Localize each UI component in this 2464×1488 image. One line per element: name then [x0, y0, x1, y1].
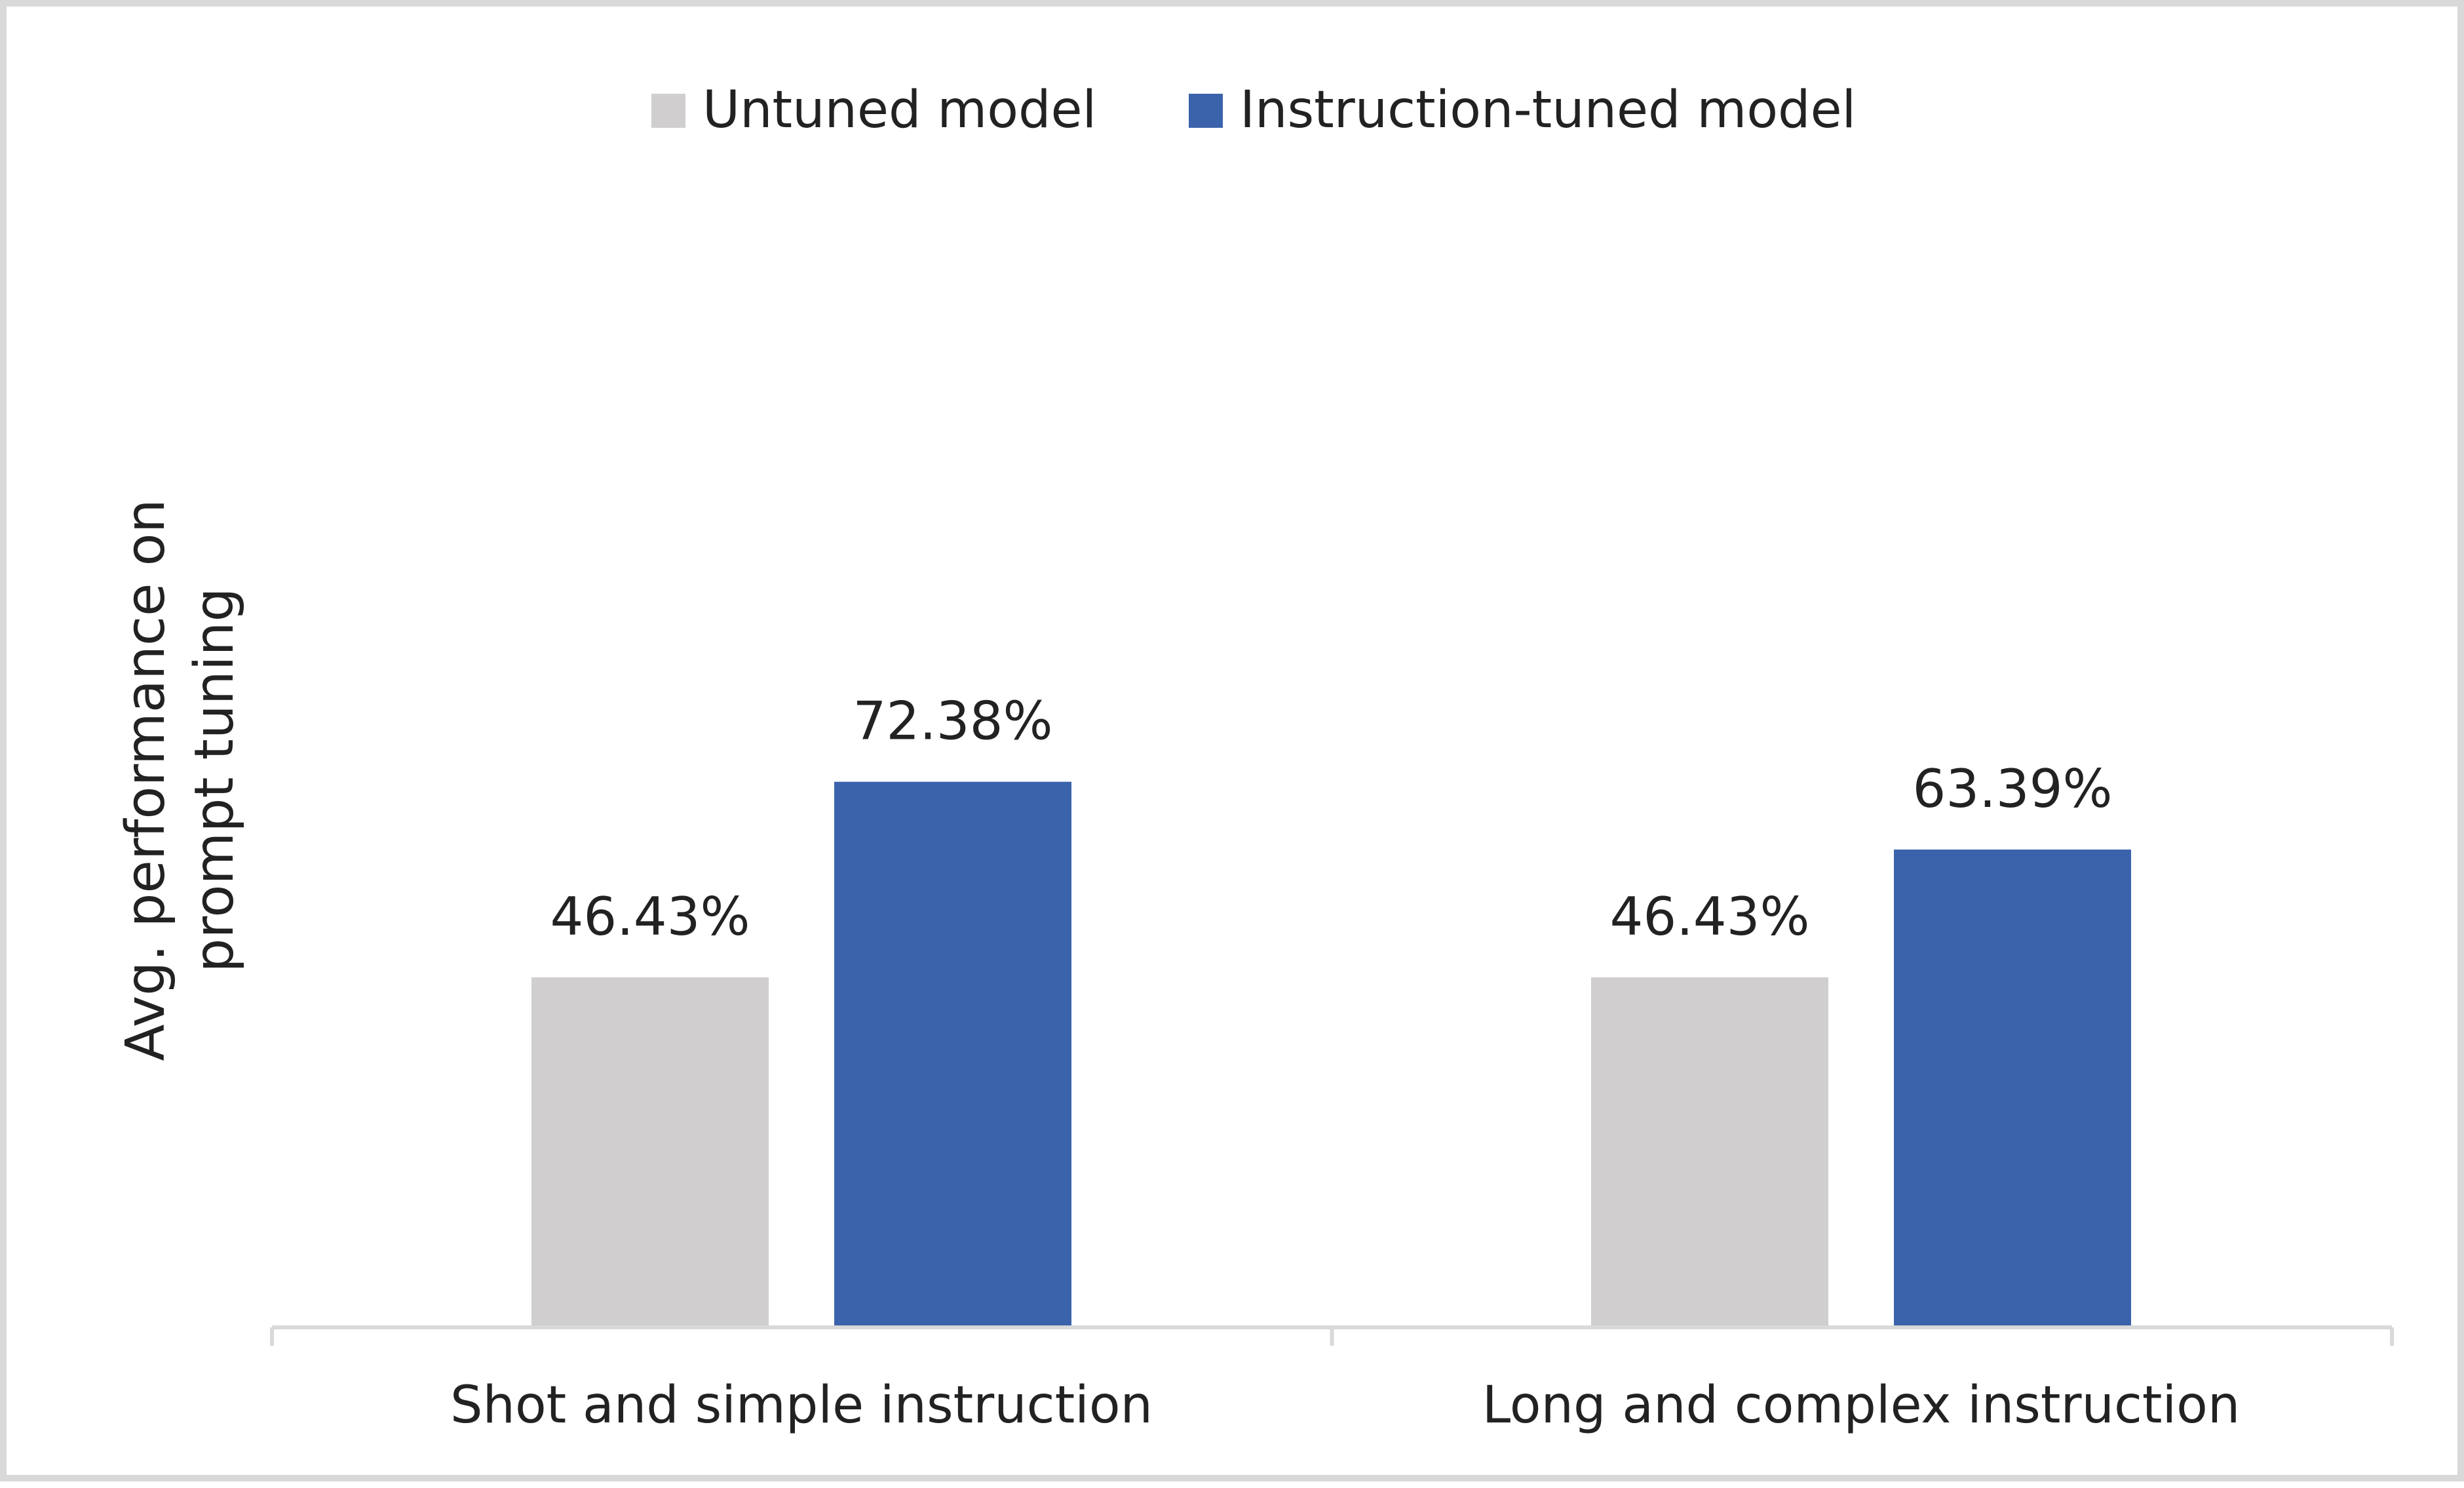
- legend-swatch-1: [651, 94, 685, 128]
- x-axis: Shot and simple instruction Long and comp…: [270, 1325, 2394, 1435]
- data-label-instruction-tuned-1: 72.38%: [853, 691, 1052, 752]
- category-label-1: Shot and simple instruction: [450, 1376, 1153, 1435]
- bars: [531, 781, 2131, 1327]
- bar-instruction-tuned-1: [834, 781, 1071, 1327]
- data-label-untuned-2: 46.43%: [1609, 886, 1809, 947]
- legend-label-2: Instruction-tuned model: [1240, 81, 1856, 140]
- bar-untuned-1: [531, 977, 769, 1327]
- bar-untuned-2: [1591, 977, 1828, 1327]
- y-axis-title: Avg. performance on prompt tuning: [115, 499, 246, 1061]
- legend: Untuned model Instruction-tuned model: [651, 81, 1856, 140]
- bar-chart: Untuned model Instruction-tuned model Avg…: [115, 81, 2394, 1435]
- bar-instruction-tuned-2: [1894, 850, 2131, 1327]
- data-labels: 46.43% 72.38% 46.43% 63.39%: [550, 691, 2112, 947]
- data-label-instruction-tuned-2: 63.39%: [1912, 758, 2112, 819]
- data-label-untuned-1: 46.43%: [550, 886, 750, 947]
- y-axis-title-line-1: Avg. performance on: [115, 499, 177, 1061]
- y-axis-title-line-2: prompt tuning: [183, 587, 246, 972]
- legend-swatch-2: [1189, 94, 1223, 128]
- legend-label-1: Untuned model: [703, 81, 1096, 140]
- category-label-2: Long and complex instruction: [1482, 1376, 2241, 1435]
- y-axis-title-text: Avg. performance on prompt tuning: [115, 499, 246, 1061]
